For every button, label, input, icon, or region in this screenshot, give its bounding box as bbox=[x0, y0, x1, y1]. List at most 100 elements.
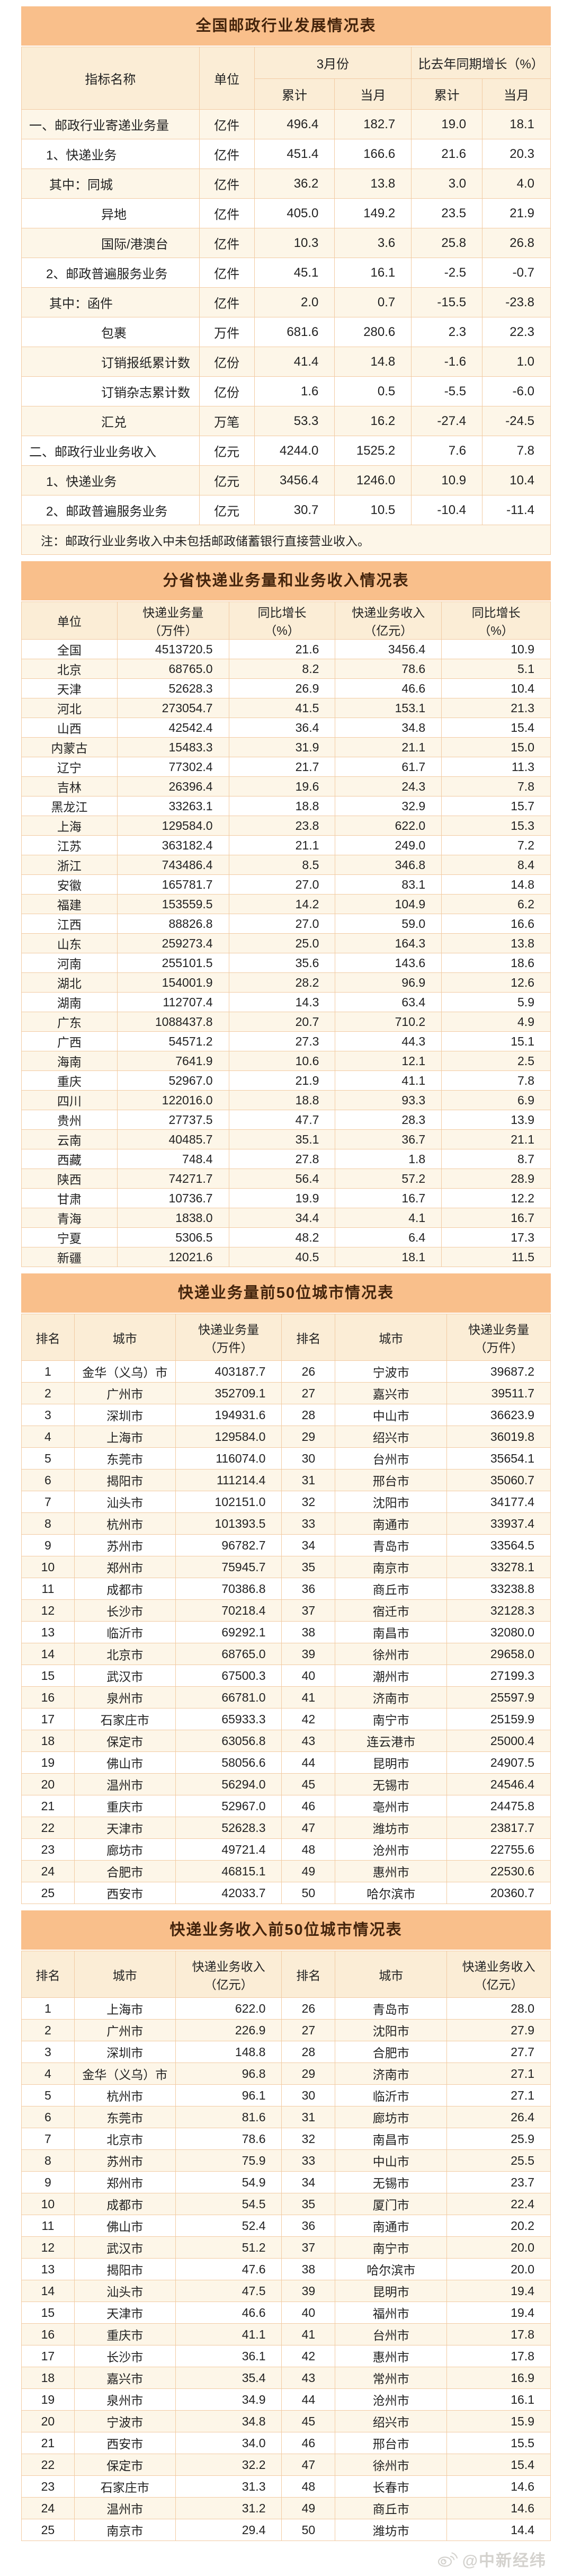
revenue-cell: 54.9 bbox=[175, 2171, 282, 2193]
city-cell: 深圳市 bbox=[74, 1404, 176, 1426]
revenue-cell: 16.1 bbox=[446, 2388, 551, 2411]
province-cell: 湖南 bbox=[21, 992, 118, 1012]
revenue-growth-cell: 8.7 bbox=[441, 1149, 551, 1169]
revenue-cell: 346.8 bbox=[335, 855, 442, 875]
rank-cell: 3 bbox=[21, 1404, 75, 1426]
cumulative-growth-cell: -1.6 bbox=[411, 347, 483, 377]
revenue-cell: 34.8 bbox=[335, 718, 442, 738]
city-cell: 保定市 bbox=[74, 2454, 176, 2476]
rank-cell: 10 bbox=[21, 1556, 75, 1578]
revenue-cell: 93.3 bbox=[335, 1090, 442, 1110]
rank-cell: 37 bbox=[281, 1599, 336, 1622]
volume-growth-cell: 35.1 bbox=[228, 1129, 336, 1149]
table-row: 8 苏州市 75.9 33 中山市 25.5 bbox=[21, 2149, 551, 2172]
t1-subheader-cumulative: 累计 bbox=[411, 78, 483, 110]
volume-cell: 65933.3 bbox=[175, 1708, 282, 1730]
indicator-cell: 其中：同城 bbox=[21, 169, 200, 199]
city-cell: 哈尔滨市 bbox=[335, 1882, 448, 1904]
revenue-growth-cell: 12.6 bbox=[441, 972, 551, 993]
t4-header-city-left: 城市 bbox=[74, 1951, 176, 1998]
revenue-cell: 20.0 bbox=[446, 2236, 551, 2259]
city-cell: 温州市 bbox=[74, 1773, 176, 1795]
month-cell: 0.5 bbox=[334, 376, 412, 406]
month-growth-cell: -24.5 bbox=[482, 406, 551, 436]
revenue-cell: 12.1 bbox=[335, 1051, 442, 1071]
rank-cell: 26 bbox=[281, 1997, 336, 2020]
table-row: 吉林 26396.4 19.6 24.3 7.8 bbox=[21, 776, 551, 796]
table-row: 异地 亿件 405.0 149.2 23.5 21.9 bbox=[21, 198, 551, 228]
rank-cell: 15 bbox=[21, 1665, 75, 1687]
cumulative-cell: 53.3 bbox=[254, 406, 335, 436]
revenue-cell: 17.8 bbox=[446, 2323, 551, 2345]
volume-cell: 52628.3 bbox=[117, 678, 229, 698]
city-cell: 金华（义乌）市 bbox=[74, 1360, 176, 1383]
city-cell: 长春市 bbox=[335, 2475, 448, 2498]
rank-cell: 3 bbox=[21, 2041, 75, 2063]
section-gap bbox=[21, 555, 551, 561]
national-development-table: 指标名称 单位 3月份 比去年同期增长（%） 累计 当月 累计 当月 一、邮政行… bbox=[21, 47, 551, 555]
volume-growth-cell: 27.3 bbox=[228, 1031, 336, 1051]
revenue-cell: 63.4 bbox=[335, 992, 442, 1012]
volume-cell: 24907.5 bbox=[446, 1751, 551, 1774]
province-cell: 云南 bbox=[21, 1129, 118, 1149]
revenue-cell: 143.6 bbox=[335, 953, 442, 973]
rank-cell: 20 bbox=[21, 1773, 75, 1795]
cumulative-cell: 405.0 bbox=[254, 198, 335, 228]
volume-cell: 26396.4 bbox=[117, 776, 229, 796]
rank-cell: 23 bbox=[21, 1838, 75, 1861]
month-growth-cell: 26.8 bbox=[482, 228, 551, 258]
table-row: 6 揭阳市 111214.4 31 邢台市 35060.7 bbox=[21, 1469, 551, 1491]
rank-cell: 43 bbox=[281, 2367, 336, 2389]
rank-cell: 25 bbox=[21, 2519, 75, 2541]
city-cell: 杭州市 bbox=[74, 1512, 176, 1535]
rank-cell: 33 bbox=[281, 1512, 336, 1535]
revenue-cell: 104.9 bbox=[335, 894, 442, 914]
revenue-growth-cell: 28.9 bbox=[441, 1169, 551, 1189]
rank-cell: 2 bbox=[21, 1382, 75, 1404]
city-cell: 汕头市 bbox=[74, 2280, 176, 2302]
rank-cell: 6 bbox=[21, 2106, 75, 2128]
volume-growth-cell: 40.5 bbox=[228, 1247, 336, 1267]
rank-cell: 48 bbox=[281, 2475, 336, 2498]
table-row: 海南 7641.9 10.6 12.1 2.5 bbox=[21, 1051, 551, 1071]
volume-cell: 56294.0 bbox=[175, 1773, 282, 1795]
volume-cell: 1088437.8 bbox=[117, 1012, 229, 1032]
cumulative-cell: 496.4 bbox=[254, 109, 335, 139]
volume-cell: 67500.3 bbox=[175, 1665, 282, 1687]
revenue-cell: 15.9 bbox=[446, 2410, 551, 2432]
table-row: 宁夏 5306.5 48.2 6.4 17.3 bbox=[21, 1227, 551, 1247]
rank-cell: 5 bbox=[21, 1447, 75, 1470]
city-cell: 石家庄市 bbox=[74, 2475, 176, 2498]
cumulative-cell: 36.2 bbox=[254, 169, 335, 199]
city-cell: 上海市 bbox=[74, 1426, 176, 1448]
city-cell: 沧州市 bbox=[335, 1838, 448, 1861]
revenue-growth-cell: 5.1 bbox=[441, 659, 551, 679]
volume-growth-cell: 20.7 bbox=[228, 1012, 336, 1032]
volume-cell: 33238.8 bbox=[446, 1578, 551, 1600]
revenue-cell: 14.6 bbox=[446, 2497, 551, 2519]
city-cell: 郑州市 bbox=[74, 2171, 176, 2193]
province-cell: 贵州 bbox=[21, 1110, 118, 1130]
province-cell: 山东 bbox=[21, 933, 118, 953]
city-cell: 台州市 bbox=[335, 1447, 448, 1470]
month-cell: 3.6 bbox=[334, 228, 412, 258]
province-cell: 河北 bbox=[21, 698, 118, 718]
cumulative-growth-cell: 3.0 bbox=[411, 169, 483, 199]
table-row: 24 合肥市 46815.1 49 惠州市 22530.6 bbox=[21, 1860, 551, 1882]
revenue-growth-cell: 15.3 bbox=[441, 816, 551, 836]
table-row: 2、邮政普遍服务业务 亿元 30.7 10.5 -10.4 -11.4 bbox=[21, 495, 551, 525]
table-row: 17 长沙市 36.1 42 惠州市 17.8 bbox=[21, 2345, 551, 2367]
t1-subheader-cumulative: 累计 bbox=[254, 78, 335, 110]
rank-cell: 42 bbox=[281, 1708, 336, 1730]
revenue-growth-cell: 7.2 bbox=[441, 835, 551, 855]
volume-cell: 32080.0 bbox=[446, 1621, 551, 1643]
volume-growth-cell: 31.9 bbox=[228, 737, 336, 757]
city-cell: 绍兴市 bbox=[335, 2410, 448, 2432]
city-cell: 厦门市 bbox=[335, 2193, 448, 2215]
volume-growth-cell: 26.9 bbox=[228, 678, 336, 698]
t4-header-rank-left: 排名 bbox=[21, 1951, 75, 1998]
rank-cell: 40 bbox=[281, 2301, 336, 2324]
revenue-cell: 18.1 bbox=[335, 1247, 442, 1267]
table-row: 12 长沙市 70218.4 37 宿迁市 32128.3 bbox=[21, 1599, 551, 1622]
unit-cell: 亿件 bbox=[199, 169, 255, 199]
